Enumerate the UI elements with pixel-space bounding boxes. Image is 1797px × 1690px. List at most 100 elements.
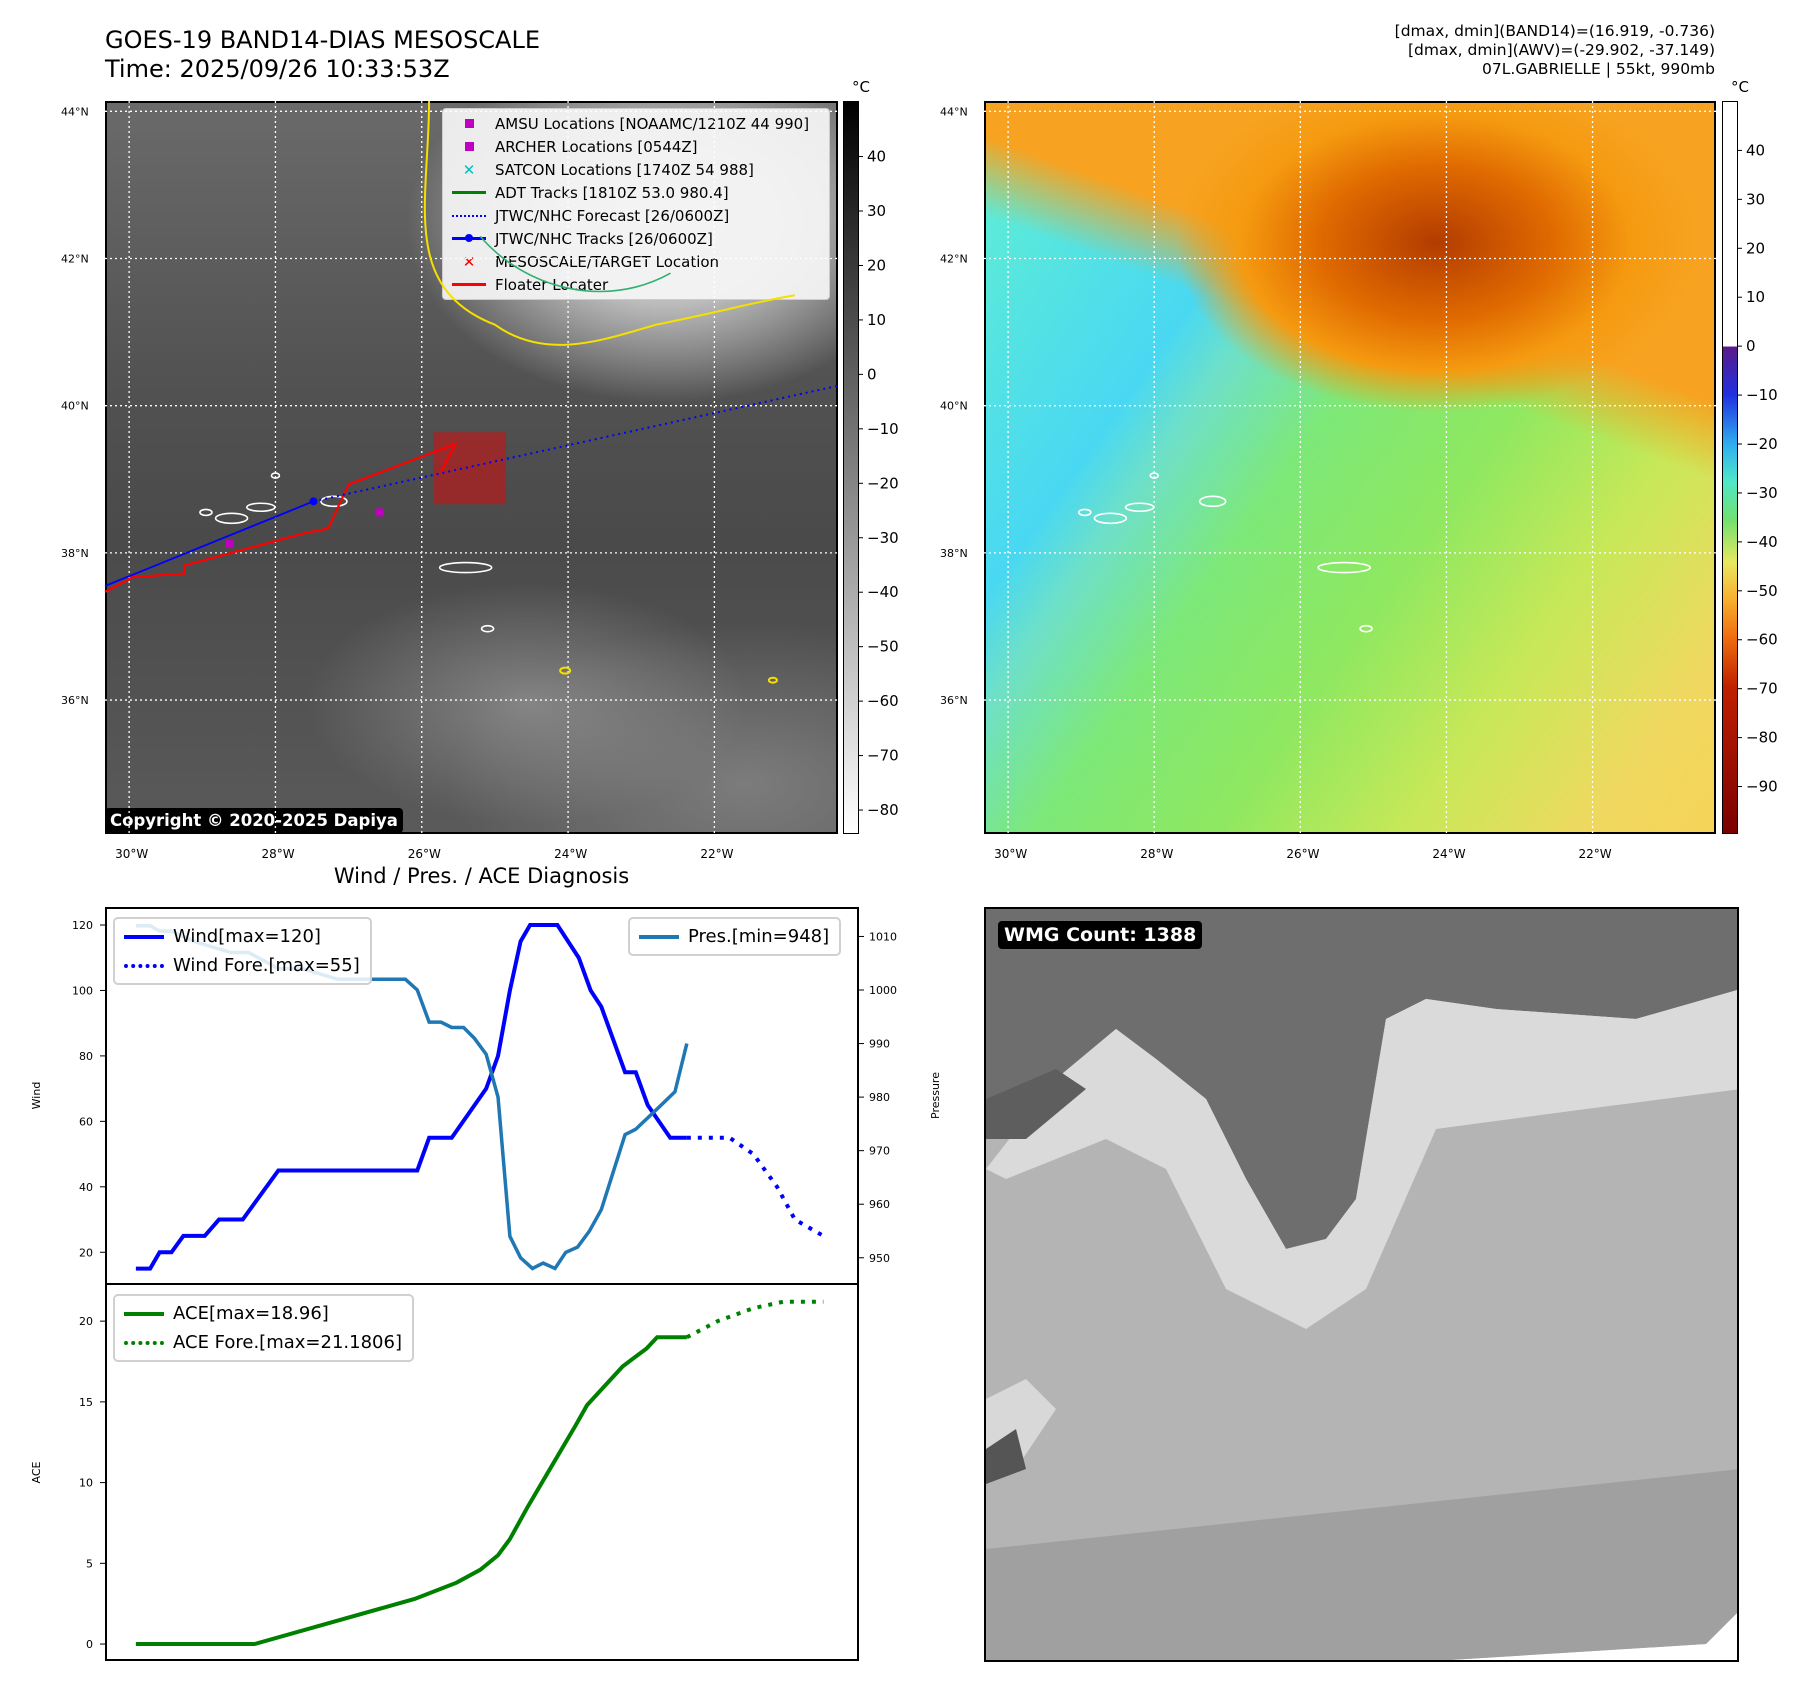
colorbar-tick-label: −20	[1746, 435, 1778, 453]
y-right-tick-label: 950	[869, 1252, 890, 1265]
info-awv: [dmax, dmin](AWV)=(-29.902, -37.149)	[1408, 41, 1715, 59]
legend-item: ✕ SATCON Locations [1740Z 54 988]	[443, 158, 821, 181]
solid-line-icon	[443, 283, 495, 286]
legend-item: ARCHER Locations [0544Z]	[443, 135, 821, 158]
solid-line-icon	[115, 934, 173, 939]
legend-item: Wind Fore.[max=55]	[115, 951, 360, 980]
y-right-tick-label: 960	[869, 1198, 890, 1211]
legend-item: Pres.[min=948]	[630, 922, 829, 951]
lon-tick-label: 26°W	[1286, 847, 1319, 861]
colorbar-tick-label: −10	[867, 420, 899, 438]
ace-chart	[105, 1283, 859, 1661]
island-outline	[1317, 561, 1371, 574]
island-outline	[1359, 624, 1373, 633]
island-outline	[1198, 495, 1227, 508]
y-tick-label: 40	[79, 1181, 93, 1194]
y-tick-label: 80	[79, 1050, 93, 1063]
lon-tick-label: 24°W	[1432, 847, 1465, 861]
colorbar-tick-label: −50	[1746, 582, 1778, 600]
lon-tick-label: 30°W	[994, 847, 1027, 861]
contour-small	[767, 676, 778, 684]
colorbar-tick-label: −40	[867, 583, 899, 601]
legend-item: ADT Tracks [1810Z 53.0 980.4]	[443, 181, 821, 204]
colorbar-tick-label: −80	[867, 801, 899, 819]
colorbar-tick-label: 30	[867, 202, 886, 220]
colorbar-tick-label: 40	[1746, 141, 1765, 159]
lat-tick-label: 36°N	[940, 694, 968, 707]
legend-label: MESOSCALE/TARGET Location	[495, 252, 720, 271]
lat-tick-label: 38°N	[61, 547, 89, 560]
floater-track	[104, 441, 458, 593]
legend-label: JTWC/NHC Tracks [26/0600Z]	[495, 229, 713, 248]
colorbar-tick-label: −10	[1746, 386, 1778, 404]
diagnosis-title: Wind / Pres. / ACE Diagnosis	[333, 864, 630, 888]
colorbar-tick-label: 10	[1746, 288, 1765, 306]
colorbar-tick-label: −70	[1746, 680, 1778, 698]
colorbar-tick-label: −50	[867, 638, 899, 656]
y-right-tick-label: 990	[869, 1038, 890, 1051]
colorbar-tick-label: −60	[1746, 631, 1778, 649]
colorbar-tick-label: −90	[1746, 778, 1778, 796]
wmg-image	[986, 909, 1737, 1660]
lon-tick-label: 28°W	[261, 847, 294, 861]
y-tick-label: 10	[79, 1477, 93, 1490]
lat-tick-label: 40°N	[61, 400, 89, 413]
island-outline	[438, 561, 493, 574]
lat-tick-label: 36°N	[61, 694, 89, 707]
legend-label: SATCON Locations [1740Z 54 988]	[495, 160, 754, 179]
colorbar-tick-label: 0	[867, 365, 877, 383]
legend-item: AMSU Locations [NOAAMC/1210Z 44 990]	[443, 112, 821, 135]
legend-item: ACE Fore.[max=21.1806]	[115, 1328, 402, 1357]
dotted-line-icon	[443, 214, 495, 217]
legend-label: Wind Fore.[max=55]	[173, 955, 360, 976]
lon-tick-label: 24°W	[554, 847, 587, 861]
y-axis-label: Wind	[30, 1082, 43, 1110]
x-marker-icon: ✕	[462, 252, 476, 271]
chart-legend: Pres.[min=948]	[628, 917, 842, 956]
lon-tick-label: 22°W	[1579, 847, 1612, 861]
y-right-tick-label: 1000	[869, 984, 897, 997]
colorbar-tick-label: −30	[1746, 484, 1778, 502]
y-axis-label: ACE	[30, 1461, 43, 1483]
series-line-ace-fore-	[685, 1299, 824, 1340]
island-outline	[1078, 508, 1092, 517]
chart-legend: ACE[max=18.96] ACE Fore.[max=21.1806]	[113, 1294, 414, 1362]
legend-label: ARCHER Locations [0544Z]	[495, 137, 698, 156]
figure-time: Time: 2025/09/26 10:33:53Z	[105, 55, 450, 83]
colorbar-tick-label: 30	[1746, 190, 1765, 208]
square-marker-icon	[443, 142, 495, 151]
dotted-line-icon	[115, 1340, 173, 1345]
amsu-marker	[375, 508, 384, 517]
y-tick-label: 100	[72, 984, 93, 997]
series-line-ace	[135, 1335, 687, 1647]
y-right-tick-label: 980	[869, 1091, 890, 1104]
island-outline	[1093, 512, 1128, 525]
lon-tick-label: 30°W	[115, 847, 148, 861]
solid-line-icon	[443, 191, 495, 194]
y-tick-label: 0	[86, 1638, 93, 1651]
jtwc-forecast-track	[313, 384, 839, 503]
legend-item: Wind[max=120]	[115, 922, 360, 951]
colorbar-tick-label: 40	[867, 148, 886, 166]
legend-item: ✕ MESOSCALE/TARGET Location	[443, 250, 821, 273]
wmg-panel: WMG Count: 1388	[984, 907, 1739, 1662]
colorbar-tick-label: −80	[1746, 729, 1778, 747]
map-legend: AMSU Locations [NOAAMC/1210Z 44 990] ARCH…	[442, 108, 830, 300]
y-tick-label: 15	[79, 1396, 93, 1409]
legend-label: Pres.[min=948]	[688, 926, 830, 947]
island-outline	[480, 624, 495, 633]
lat-tick-label: 44°N	[940, 105, 968, 118]
y-tick-label: 20	[79, 1246, 93, 1259]
legend-item: JTWC/NHC Forecast [26/0600Z]	[443, 204, 821, 227]
cbar1-unit: °C	[852, 78, 870, 96]
legend-label: AMSU Locations [NOAAMC/1210Z 44 990]	[495, 114, 810, 133]
island-outline	[320, 495, 348, 508]
lat-tick-label: 40°N	[940, 400, 968, 413]
lat-tick-label: 44°N	[61, 105, 89, 118]
colorbar-tick-label: −60	[867, 692, 899, 710]
legend-label: Wind[max=120]	[173, 926, 321, 947]
archer-marker	[225, 540, 234, 549]
lat-tick-label: 42°N	[61, 252, 89, 265]
